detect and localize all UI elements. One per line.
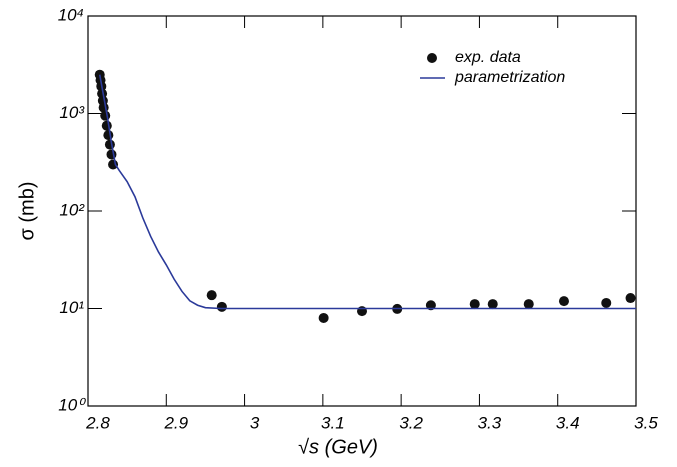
x-tick-label: 2.9: [163, 413, 188, 432]
y-tick-label: 10⁰: [58, 395, 86, 414]
x-tick-label: 3.3: [478, 413, 502, 432]
data-point: [357, 306, 367, 317]
x-tick-label: 3.1: [321, 413, 345, 432]
data-point: [103, 130, 114, 141]
data-point: [487, 299, 498, 310]
y-axis-label: σ (mb): [16, 181, 38, 240]
x-axis-label: √s (GeV): [298, 436, 378, 458]
data-point: [523, 299, 534, 310]
y-tick-label: 10⁴: [58, 5, 84, 24]
data-point: [625, 293, 636, 304]
legend-marker: [427, 53, 437, 63]
data-point: [318, 312, 329, 323]
data-point: [469, 299, 480, 310]
y-tick-label: 10¹: [59, 298, 84, 317]
x-tick-label: 3: [250, 413, 260, 432]
data-point: [206, 290, 217, 301]
data-point: [601, 297, 612, 308]
data-point: [108, 159, 119, 170]
data-point: [216, 301, 227, 312]
x-tick-label: 2.8: [85, 413, 110, 432]
y-tick-label: 10³: [59, 103, 85, 122]
x-tick-label: 3.4: [556, 413, 580, 432]
fit-line: [98, 74, 636, 310]
x-tick-label: 3.5: [634, 413, 658, 432]
legend-label: exp. data: [455, 49, 521, 66]
data-point: [104, 139, 115, 150]
x-tick-label: 3.2: [399, 413, 423, 432]
data-point: [558, 296, 569, 307]
data-point: [100, 110, 111, 121]
legend-label: parametrization: [454, 69, 565, 86]
data-point: [101, 120, 112, 131]
y-tick-label: 10²: [59, 200, 85, 219]
